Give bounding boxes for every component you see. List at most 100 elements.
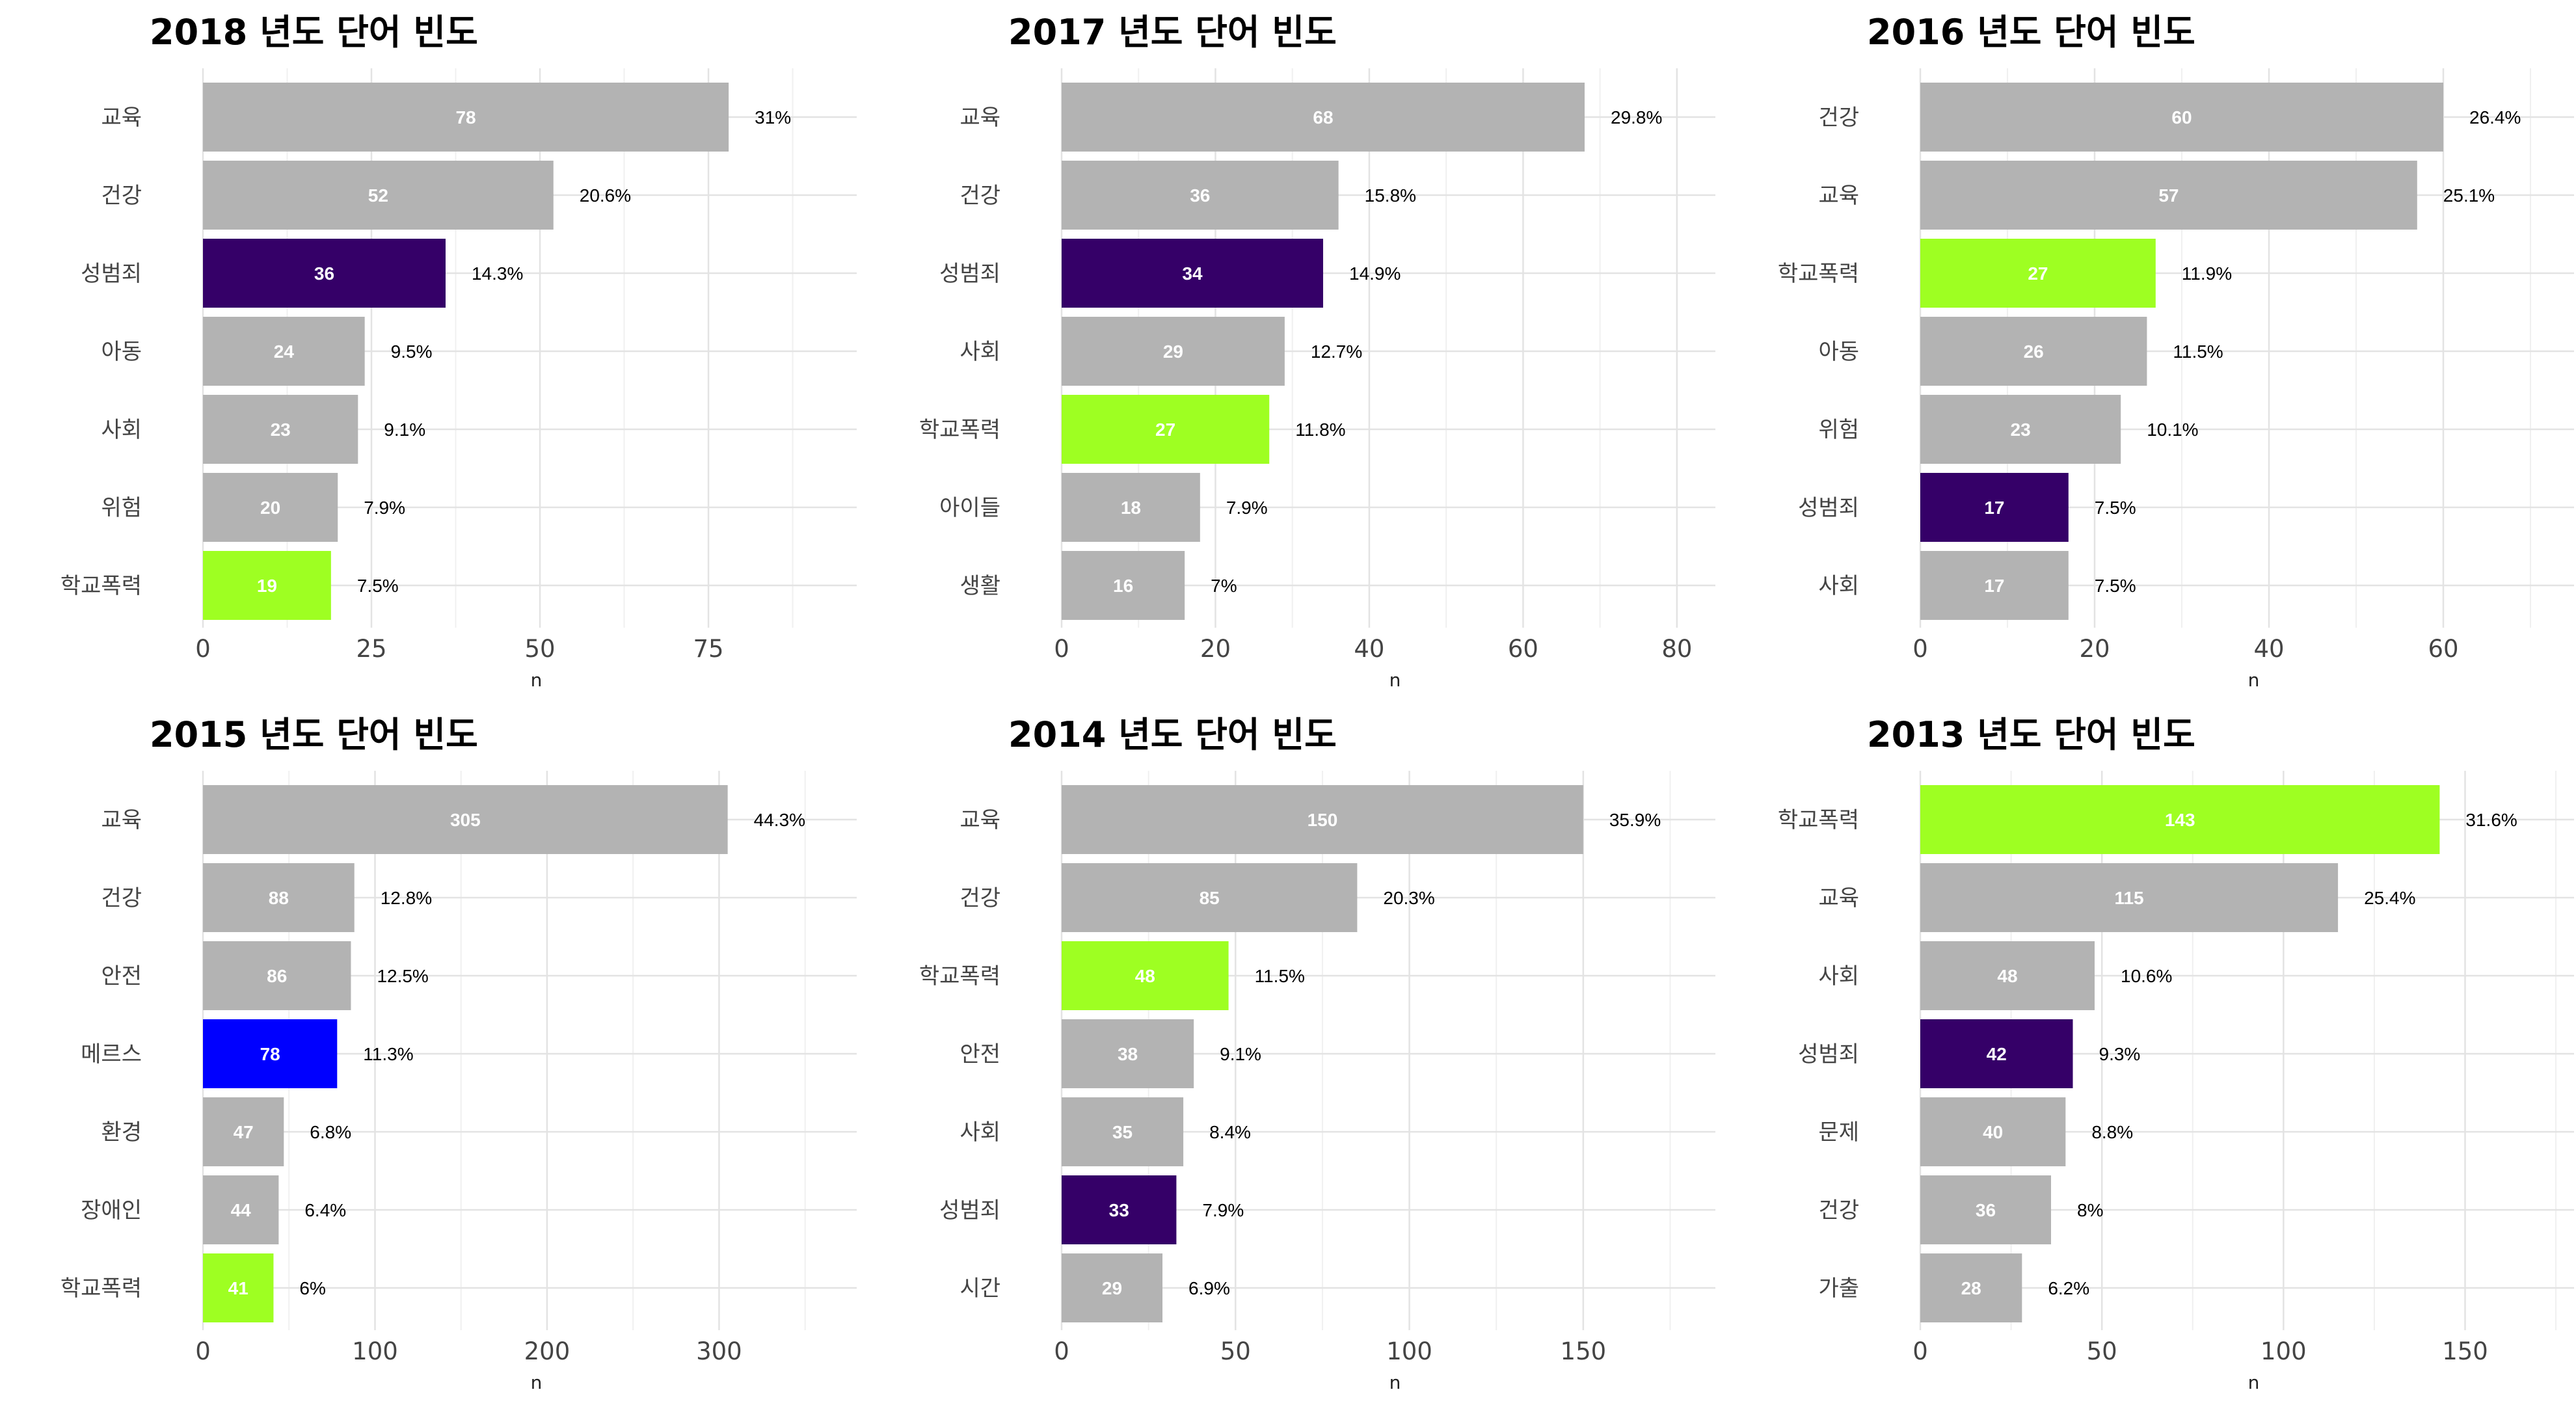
- x-tick-label: 100: [2261, 1337, 2307, 1365]
- percent-label: 11.8%: [1295, 420, 1345, 440]
- bar-value-label: 17: [1984, 576, 2004, 596]
- bar: [1062, 1175, 1177, 1244]
- bar-value-label: 34: [1182, 263, 1203, 284]
- category-label: 교육: [101, 807, 142, 833]
- bar: [1920, 239, 2156, 308]
- chart-panel-2015: 2015 년도 단어 빈도 교육 305 44.3% 건강 88 12.8% 안전 86 12.5…: [0, 702, 859, 1405]
- x-tick-label: 25: [356, 635, 386, 663]
- bar-value-label: 85: [1200, 888, 1220, 908]
- percent-label: 7%: [1211, 576, 1237, 596]
- percent-label: 31%: [755, 107, 791, 127]
- bar: [1920, 1175, 2051, 1244]
- category-label: 메르스: [81, 1041, 142, 1067]
- bar: [1920, 161, 2417, 230]
- chart-panel-2018: 2018 년도 단어 빈도 교육 78 31% 건강 52 20.6% 성범죄 36 14.3% 아…: [0, 0, 859, 702]
- bar-value-label: 28: [1961, 1278, 1981, 1298]
- chart-title: 2014 년도 단어 빈도: [1008, 714, 1337, 755]
- percent-label: 6.9%: [1188, 1278, 1230, 1298]
- category-label: 시간: [959, 1276, 1000, 1302]
- category-label: 건강: [101, 183, 142, 209]
- percent-label: 20.6%: [580, 185, 631, 206]
- bar: [203, 1253, 274, 1322]
- x-tick-label: 200: [524, 1337, 570, 1365]
- category-label: 환경: [101, 1119, 142, 1145]
- x-tick-label: 0: [1912, 1337, 1928, 1365]
- bar-value-label: 23: [2011, 420, 2031, 440]
- bar: [1062, 473, 1200, 542]
- x-tick-label: 150: [1561, 1337, 1607, 1365]
- percent-label: 9.5%: [391, 341, 433, 362]
- category-label: 건강: [959, 885, 1000, 911]
- bar-value-label: 48: [1135, 966, 1155, 986]
- bar-value-label: 27: [1155, 420, 1175, 440]
- x-tick-label: 60: [1508, 635, 1538, 663]
- bar-value-label: 27: [2028, 263, 2048, 284]
- bar: [1920, 395, 2121, 464]
- x-axis-label: n: [531, 1372, 543, 1393]
- bar-value-label: 33: [1109, 1200, 1129, 1220]
- bar: [203, 1175, 279, 1244]
- percent-label: 9.3%: [2099, 1044, 2141, 1064]
- percent-label: 11.9%: [2182, 263, 2232, 284]
- chart-panel-2017: 2017 년도 단어 빈도 교육 68 29.8% 건강 36 15.8% 성범죄 34 14.9…: [859, 0, 1717, 702]
- bar: [1062, 161, 1339, 230]
- percent-label: 12.7%: [1311, 341, 1362, 362]
- category-label: 성범죄: [939, 261, 1000, 287]
- category-label: 성범죄: [1798, 495, 1859, 521]
- bar-value-label: 52: [368, 185, 388, 206]
- bar: [1920, 551, 2069, 620]
- percent-label: 35.9%: [1609, 810, 1661, 830]
- category-label: 건강: [101, 885, 142, 911]
- percent-label: 9.1%: [384, 420, 425, 440]
- bar-value-label: 60: [2171, 107, 2192, 127]
- x-tick-label: 100: [1386, 1337, 1432, 1365]
- percent-label: 10.6%: [2121, 966, 2172, 986]
- percent-label: 14.9%: [1349, 263, 1401, 284]
- bar: [1062, 1019, 1194, 1088]
- bar: [1062, 941, 1229, 1010]
- category-label: 안전: [959, 1041, 1000, 1067]
- bar: [1062, 395, 1270, 464]
- percent-label: 7.5%: [2095, 498, 2136, 518]
- chart-title: 2017 년도 단어 빈도: [1008, 12, 1337, 53]
- category-label: 아동: [101, 339, 142, 365]
- bar: [1920, 941, 2095, 1010]
- percent-label: 31.6%: [2465, 810, 2517, 830]
- percent-label: 20.3%: [1383, 888, 1434, 908]
- bar: [203, 395, 358, 464]
- bar-value-label: 36: [314, 263, 334, 284]
- category-label: 성범죄: [81, 261, 142, 287]
- category-label: 사회: [959, 339, 1000, 365]
- bar-value-label: 150: [1308, 810, 1338, 830]
- percent-label: 7.9%: [1226, 498, 1268, 518]
- bar: [1920, 1019, 2073, 1088]
- bar-value-label: 86: [267, 966, 287, 986]
- category-label: 교육: [1818, 183, 1859, 209]
- bar-value-label: 35: [1112, 1122, 1133, 1142]
- x-tick-label: 300: [696, 1337, 742, 1365]
- percent-label: 6%: [299, 1278, 325, 1298]
- x-tick-label: 80: [1661, 635, 1692, 663]
- percent-label: 6.2%: [2048, 1278, 2089, 1298]
- bar: [1062, 239, 1323, 308]
- chart-title: 2018 년도 단어 빈도: [150, 12, 478, 53]
- percent-label: 11.3%: [363, 1044, 413, 1064]
- bar-value-label: 57: [2158, 185, 2179, 206]
- percent-label: 29.8%: [1611, 107, 1662, 127]
- bar: [203, 83, 729, 152]
- bar: [203, 785, 728, 854]
- x-tick-label: 75: [693, 635, 724, 663]
- category-label: 학교폭력: [919, 963, 1000, 989]
- bar: [1920, 317, 2147, 386]
- x-tick-label: 50: [1220, 1337, 1251, 1365]
- x-axis-label: n: [1389, 669, 1401, 691]
- x-tick-label: 0: [195, 1337, 211, 1365]
- category-label: 안전: [101, 963, 142, 989]
- bar: [203, 941, 351, 1010]
- bar: [203, 161, 554, 230]
- bar-value-label: 24: [274, 341, 295, 362]
- category-label: 교육: [1818, 885, 1859, 911]
- category-label: 아이들: [939, 495, 1000, 521]
- bar: [1920, 1253, 2022, 1322]
